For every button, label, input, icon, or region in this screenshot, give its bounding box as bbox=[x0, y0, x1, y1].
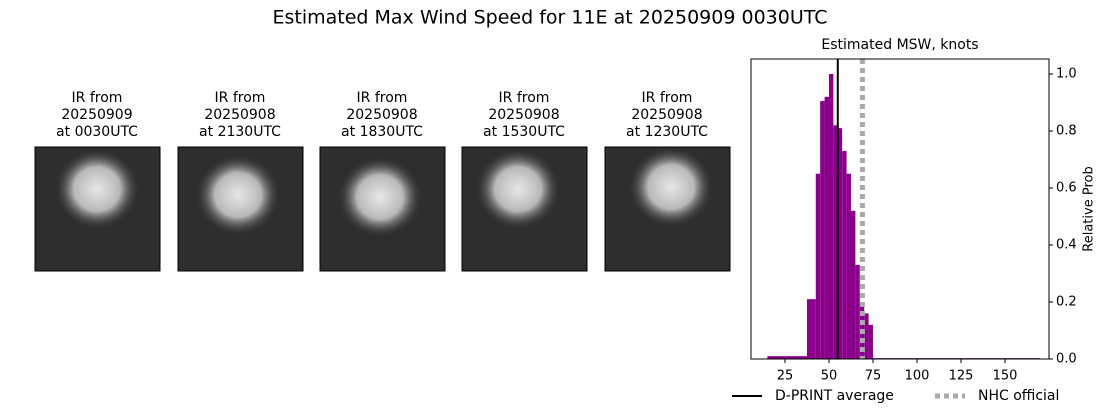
bar bbox=[815, 173, 821, 359]
cloud bbox=[338, 157, 422, 237]
bar bbox=[846, 173, 851, 359]
panel-title: 20250909 bbox=[61, 107, 132, 123]
legend-label: D-PRINT average bbox=[775, 388, 894, 404]
y-tick-label: 1.0 bbox=[1056, 66, 1077, 81]
panel-title: 20250908 bbox=[488, 107, 559, 123]
panel-title: IR from bbox=[642, 90, 693, 106]
panel-title: at 2130UTC bbox=[199, 124, 281, 140]
x-tick-label: 150 bbox=[993, 369, 1018, 384]
panel-title: at 0030UTC bbox=[56, 124, 138, 140]
bar bbox=[806, 299, 816, 359]
y-tick-label: 0.2 bbox=[1056, 294, 1077, 309]
figure-title: Estimated Max Wind Speed for 11E at 2025… bbox=[272, 7, 827, 29]
bar bbox=[868, 324, 873, 359]
x-tick-label: 75 bbox=[865, 369, 882, 384]
bar bbox=[837, 128, 843, 359]
panel-title: 20250908 bbox=[631, 107, 702, 123]
legend-label: NHC official bbox=[978, 388, 1059, 404]
panel-title: 20250908 bbox=[204, 107, 275, 123]
x-tick-label: 125 bbox=[949, 369, 974, 384]
y-tick-label: 0.0 bbox=[1056, 352, 1077, 367]
panel-title: at 1830UTC bbox=[341, 124, 423, 140]
panel-title: at 1530UTC bbox=[483, 124, 565, 140]
y-tick-label: 0.8 bbox=[1056, 123, 1077, 138]
cloud bbox=[55, 149, 139, 229]
bar bbox=[842, 150, 847, 359]
bar bbox=[855, 264, 860, 359]
x-tick-label: 25 bbox=[777, 369, 794, 384]
bar bbox=[767, 356, 807, 359]
cloud bbox=[476, 149, 560, 229]
bar bbox=[864, 313, 869, 359]
panel-title: at 1230UTC bbox=[626, 124, 708, 140]
cloud bbox=[196, 155, 280, 235]
bar bbox=[820, 101, 825, 359]
y-tick-label: 0.6 bbox=[1056, 180, 1077, 195]
panel-title: IR from bbox=[215, 90, 266, 106]
y-axis-label: Relative Prob bbox=[1082, 166, 1097, 251]
x-tick-label: 50 bbox=[821, 369, 838, 384]
chart-title: Estimated MSW, knots bbox=[821, 37, 978, 53]
bar bbox=[828, 73, 834, 359]
bar bbox=[850, 210, 856, 359]
plot-frame bbox=[750, 58, 1050, 360]
panel-title: IR from bbox=[499, 90, 550, 106]
y-tick-label: 0.4 bbox=[1056, 237, 1077, 252]
cloud bbox=[629, 147, 713, 227]
bar bbox=[824, 96, 829, 359]
x-tick-label: 100 bbox=[905, 369, 930, 384]
bar bbox=[833, 125, 838, 359]
panel-title: IR from bbox=[72, 90, 123, 106]
panel-title: 20250908 bbox=[346, 107, 417, 123]
panel-title: IR from bbox=[357, 90, 408, 106]
